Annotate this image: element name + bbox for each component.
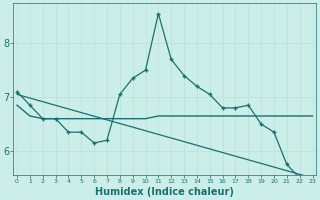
X-axis label: Humidex (Indice chaleur): Humidex (Indice chaleur) [95, 187, 234, 197]
